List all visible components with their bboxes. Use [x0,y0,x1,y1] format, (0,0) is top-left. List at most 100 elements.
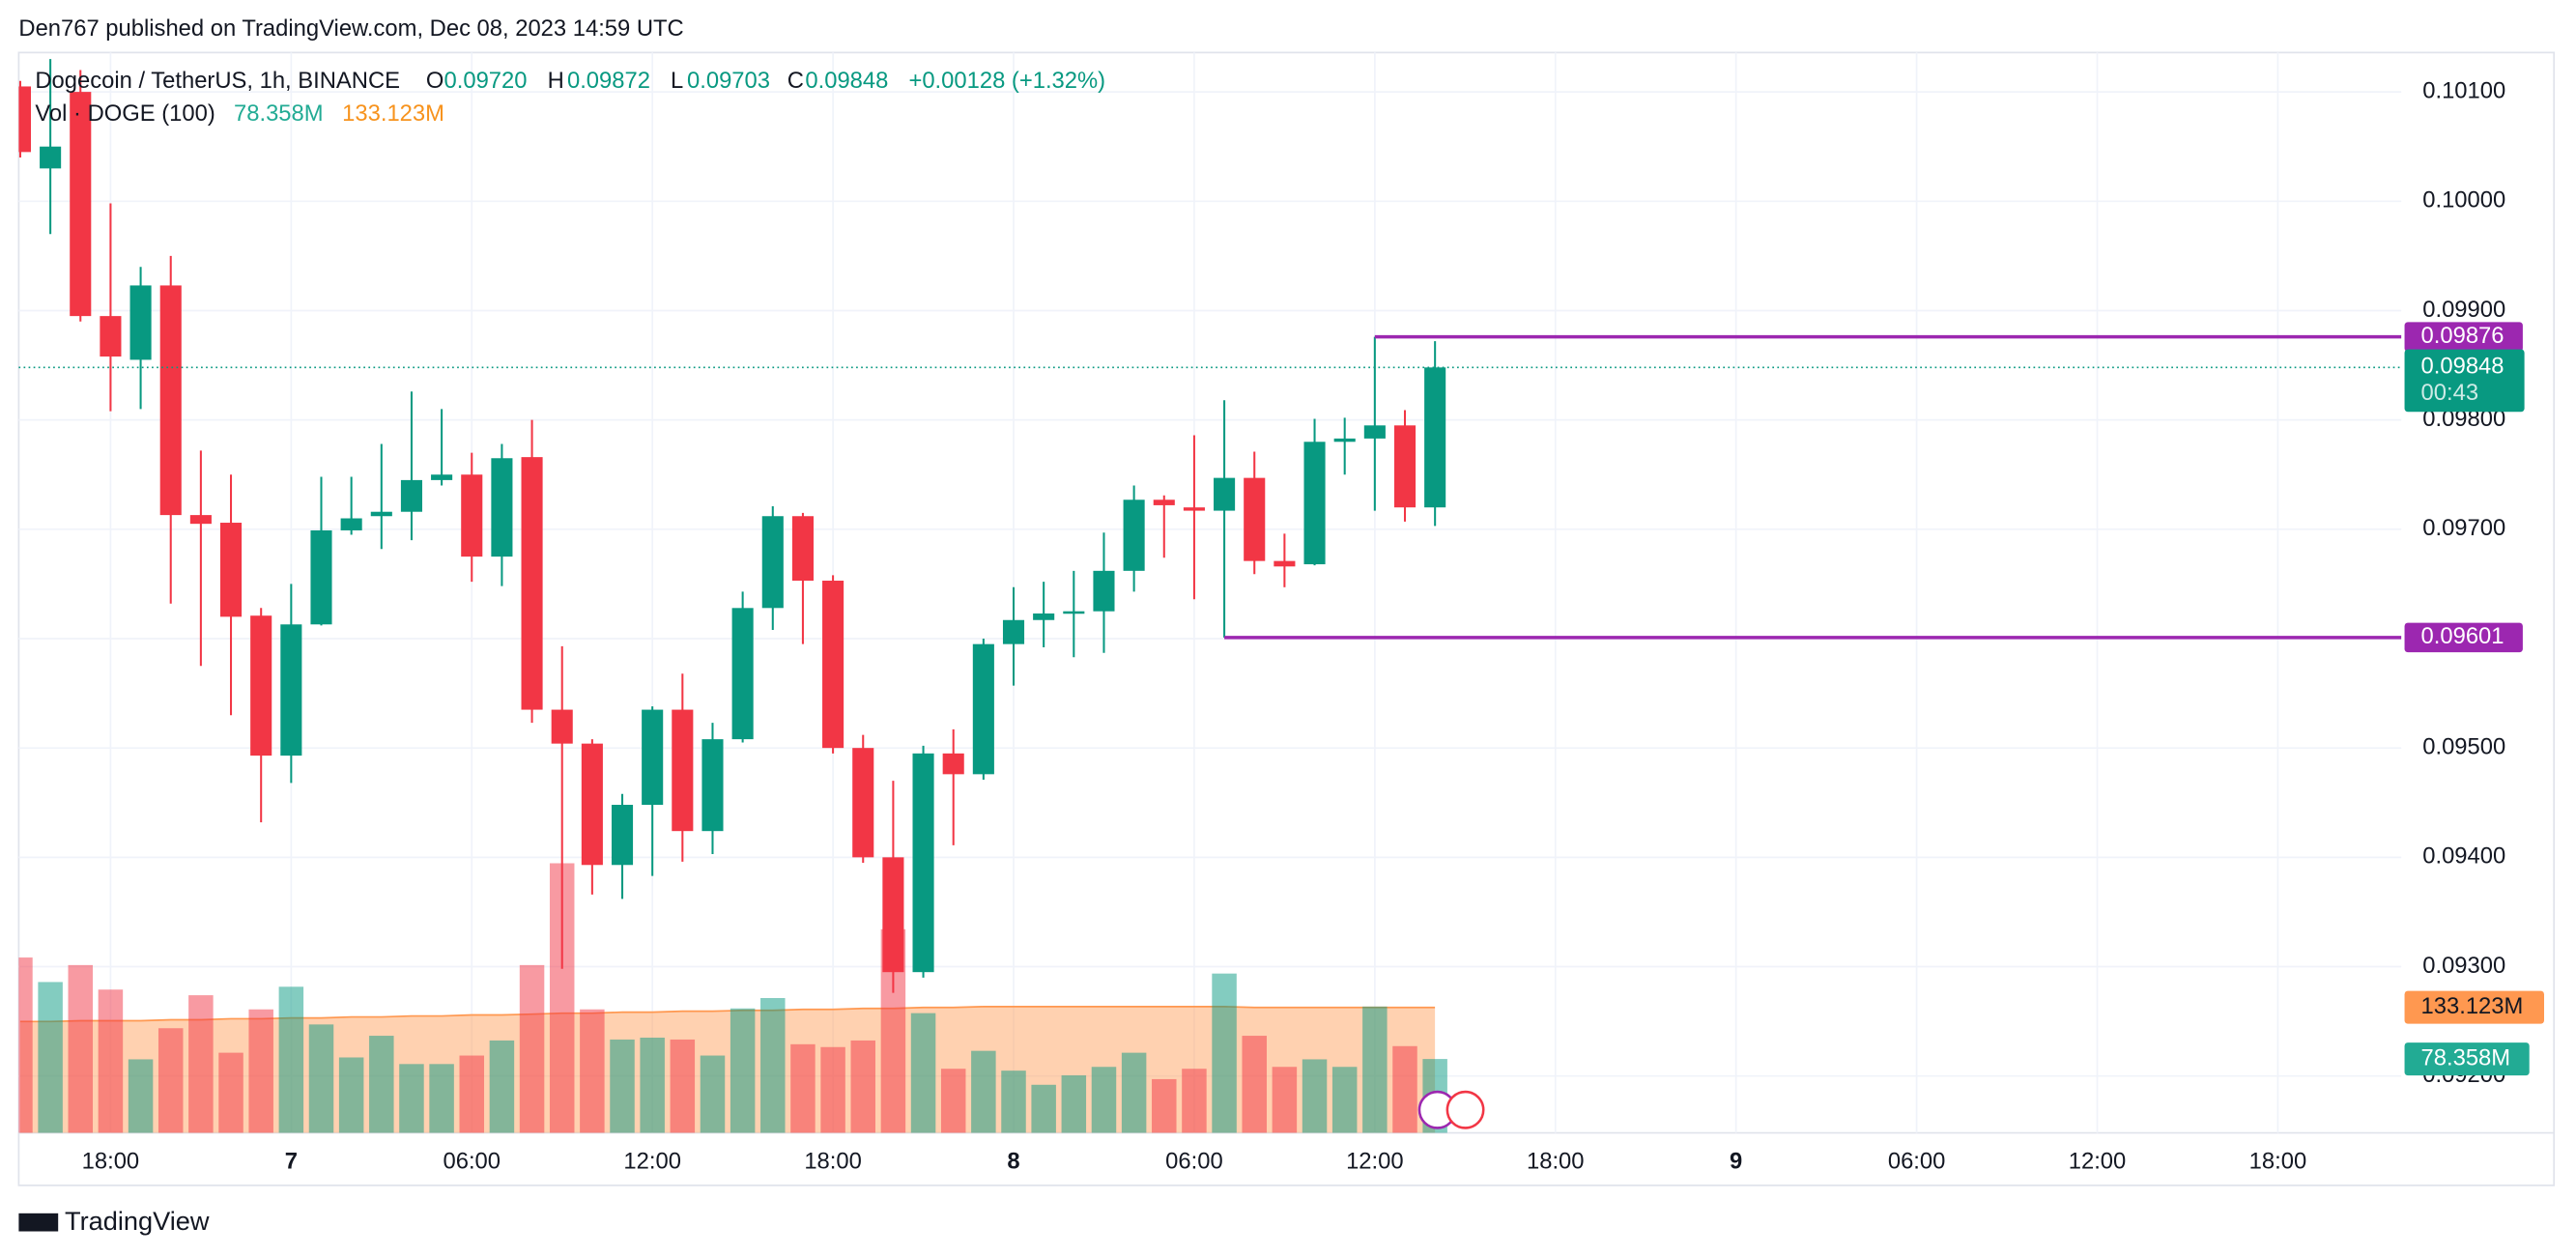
x-tick-label: 12:00 [2069,1148,2127,1174]
candle-body [370,511,392,517]
candle-body [822,581,844,749]
logo: TradingView [18,1206,210,1236]
legend-value: 0.09872 [567,68,650,94]
volume-bar [308,1024,334,1133]
legend-value: 0.09720 [444,68,528,94]
legend-value: 0.09703 [687,68,770,94]
volume-bar [1242,1036,1267,1133]
level-label: 0.09601 [2421,623,2504,649]
candle-body [340,518,362,530]
volume-scale-label: 78.358M [2421,1044,2511,1070]
legend-label: C [787,68,804,94]
volume-bar [1152,1078,1177,1133]
volume-bar [640,1038,665,1133]
candle-body [672,709,694,832]
x-tick-label: 18:00 [804,1148,862,1174]
candle-body [250,615,272,756]
volume-bar [18,957,33,1133]
volume-bar [1392,1045,1417,1133]
volume-pane [18,863,1447,1133]
footer: TradingView [65,1206,210,1236]
volume-ma-value: 133.123M [342,100,444,127]
candle-body [761,516,784,609]
y-tick-label: 0.09500 [2422,733,2505,759]
candle-body [701,739,724,832]
x-tick-label: 9 [1730,1148,1742,1174]
candle-body [159,285,182,516]
volume-bar [399,1064,424,1133]
candle-body [791,516,814,582]
legend-label: O [426,68,444,94]
volume-bar [1061,1075,1087,1133]
candle-body [1363,425,1386,439]
volume-bar [730,1008,756,1133]
candle-body [1183,507,1205,511]
volume-bar [670,1039,696,1133]
y-tick-label: 0.09300 [2422,953,2505,979]
y-tick-label: 0.09400 [2422,843,2505,870]
candle-body [1393,425,1417,508]
volume-bar [157,1028,184,1133]
volume-bar [38,982,63,1133]
volume-bar [459,1055,485,1133]
volume-bar [188,995,214,1133]
candle-body [882,857,904,973]
legend-label: L [671,68,683,94]
y-tick-label: 0.10000 [2422,187,2505,214]
x-tick-label: 7 [285,1148,298,1174]
x-tick-label: 12:00 [1346,1148,1404,1174]
volume-bar [1272,1067,1298,1133]
candle-body [18,86,32,153]
candle-body [280,624,302,756]
candle-body [129,285,152,360]
candle-body [100,316,122,357]
level-label: 0.09876 [2421,323,2504,349]
x-tick-label: 06:00 [1165,1148,1223,1174]
x-tick-label: 18:00 [1527,1148,1585,1174]
volume-bar [1212,973,1237,1133]
candle-body [551,709,573,744]
candles [18,59,1446,993]
volume-value: 78.358M [234,100,324,127]
volume-ma-scale-label: 133.123M [2421,993,2524,1019]
x-tick-label: 12:00 [623,1148,681,1174]
candle-body [912,753,934,973]
volume-bar [971,1050,996,1133]
x-tick-label: 06:00 [443,1148,501,1174]
volume-bar [1182,1069,1207,1133]
candle-body [731,608,754,740]
volume-bar [278,986,304,1133]
candle-body [521,457,543,710]
chart-frame [17,51,2556,1186]
candle-body [431,474,453,480]
countdown: 00:43 [2421,380,2479,406]
candle-body [70,92,92,317]
volume-bar [68,964,94,1133]
candle-body [1333,438,1356,442]
event-icon[interactable] [1445,1090,1485,1129]
candle-body [1274,560,1296,567]
volume-bar [1362,1006,1388,1133]
x-tick-label: 06:00 [1888,1148,1946,1174]
volume-bar [1121,1052,1147,1133]
logo-mark [18,1213,59,1232]
volume-bar [910,1013,936,1133]
candle-body [581,743,603,866]
volume-bar [218,1052,243,1133]
volume-box [2404,1042,2530,1076]
candle-body [1214,477,1236,511]
volume-bar [820,1046,845,1133]
publisher: Den767 published on TradingView.com, Dec… [18,15,683,42]
candle-body [400,479,422,512]
volume-bar [519,964,545,1133]
volume-bar [1001,1070,1026,1133]
volume-bar [248,1009,273,1133]
y-tick-label: 0.09700 [2422,515,2505,541]
symbol: Dogecoin / TetherUS, 1h, BINANCE [35,68,400,94]
grid: 0.101000.100000.099000.098000.097000.096… [18,52,2505,1174]
candle-body [642,709,664,806]
volume-bar [128,1059,154,1133]
level-label-box [2404,322,2523,352]
